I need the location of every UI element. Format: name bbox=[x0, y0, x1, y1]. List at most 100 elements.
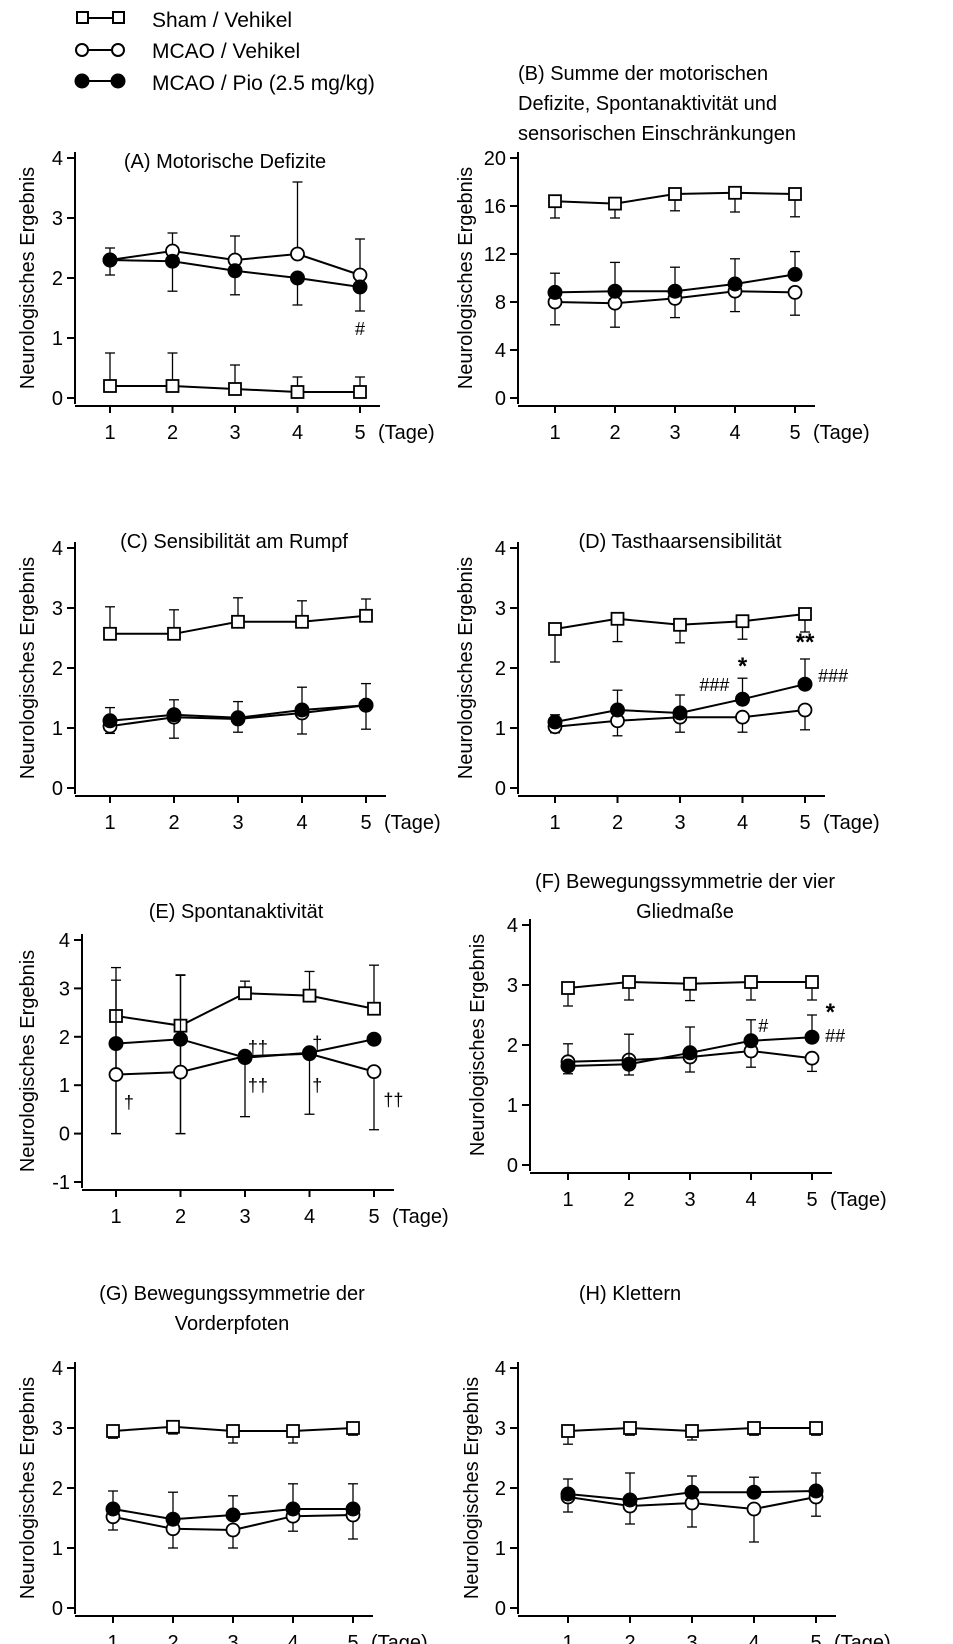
data-point bbox=[226, 1424, 240, 1438]
panel-title: (D) Tasthaarsensibilität bbox=[578, 531, 781, 553]
circle-open-icon bbox=[111, 43, 125, 57]
x-tick-label: 3 bbox=[239, 1206, 250, 1228]
y-tick-label: 12 bbox=[484, 244, 506, 266]
panel-title: (E) Spontanaktivität bbox=[149, 901, 324, 923]
data-point bbox=[286, 1424, 300, 1438]
data-point bbox=[746, 1501, 762, 1517]
data-point bbox=[728, 185, 742, 200]
square-open-icon bbox=[76, 11, 89, 24]
significance-label: ## bbox=[825, 1026, 845, 1046]
data-point bbox=[561, 1424, 575, 1438]
x-tick-label: 3 bbox=[227, 1632, 238, 1644]
data-point bbox=[345, 1501, 361, 1517]
y-axis-label: Neurologisches Ergebnis bbox=[17, 167, 39, 389]
data-point bbox=[622, 1492, 638, 1508]
y-tick-label: 1 bbox=[495, 1538, 506, 1560]
significance-label: † bbox=[312, 1075, 322, 1095]
significance-label: † bbox=[124, 1092, 134, 1112]
data-point bbox=[608, 196, 622, 211]
y-tick-label: 4 bbox=[495, 1358, 506, 1380]
legend-label: Sham / Vehikel bbox=[152, 9, 292, 32]
data-point bbox=[735, 691, 750, 707]
x-tick-label: 5 bbox=[360, 812, 371, 834]
circle-open-icon bbox=[75, 43, 89, 57]
x-axis-label: (Tage) bbox=[384, 812, 441, 834]
y-tick-label: 0 bbox=[59, 1124, 70, 1146]
data-point bbox=[358, 697, 374, 713]
series-square-open bbox=[548, 185, 802, 219]
x-tick-label: 2 bbox=[175, 1206, 186, 1228]
series-circle-filled bbox=[547, 658, 813, 730]
x-tick-label: 2 bbox=[168, 812, 179, 834]
data-point bbox=[106, 1424, 120, 1438]
data-point bbox=[103, 626, 117, 641]
data-point bbox=[105, 1501, 121, 1517]
y-tick-label: 2 bbox=[507, 1035, 518, 1057]
data-point bbox=[166, 1419, 180, 1434]
y-tick-label: 1 bbox=[59, 1075, 70, 1097]
series-circle-filled bbox=[102, 252, 368, 312]
y-axis-label: Neurologisches Ergebnis bbox=[467, 934, 489, 1156]
data-point bbox=[165, 379, 180, 393]
y-tick-label: 3 bbox=[52, 208, 63, 230]
significance-label: †† bbox=[248, 1075, 268, 1095]
data-point bbox=[290, 385, 305, 399]
y-tick-label: 3 bbox=[495, 1418, 506, 1440]
x-tick-label: 4 bbox=[287, 1632, 298, 1644]
panel-title: (H) Klettern bbox=[579, 1283, 681, 1305]
x-tick-label: 3 bbox=[674, 812, 685, 834]
panel-title: (F) Bewegungssymmetrie der vier bbox=[535, 871, 835, 893]
data-point bbox=[622, 975, 636, 989]
panel-title: (G) Bewegungssymmetrie der bbox=[99, 1283, 365, 1305]
significance-label: ### bbox=[818, 666, 848, 686]
data-point bbox=[165, 253, 180, 269]
y-tick-label: 20 bbox=[484, 148, 506, 170]
data-point bbox=[231, 614, 245, 629]
data-point bbox=[610, 611, 625, 626]
panel-b: (B) Summe der motorischen Defizite, Spont… bbox=[455, 63, 870, 444]
data-point bbox=[735, 709, 750, 725]
x-axis-label: (Tage) bbox=[813, 422, 870, 444]
significance-label: ** bbox=[796, 629, 815, 656]
data-point bbox=[561, 981, 575, 995]
data-point bbox=[359, 608, 373, 623]
data-point bbox=[102, 713, 118, 729]
panel-g: (G) Bewegungssymmetrie der Vorderpfoten 0 1… bbox=[17, 1283, 428, 1644]
significance-label: †† bbox=[248, 1038, 268, 1058]
data-point bbox=[225, 1507, 241, 1523]
data-point bbox=[787, 266, 803, 282]
data-point bbox=[798, 607, 812, 621]
y-tick-label: 2 bbox=[52, 1478, 63, 1500]
data-point bbox=[623, 1421, 637, 1435]
y-tick-label: 4 bbox=[52, 148, 63, 170]
x-tick-label: 5 bbox=[810, 1632, 821, 1644]
y-tick-label: 2 bbox=[52, 658, 63, 680]
y-tick-label: 4 bbox=[495, 538, 506, 560]
y-tick-label: 8 bbox=[495, 292, 506, 314]
y-axis-label: Neurologisches Ergebnis bbox=[461, 1377, 483, 1599]
x-tick-label: 5 bbox=[368, 1206, 379, 1228]
y-tick-label: 0 bbox=[495, 1598, 506, 1620]
data-point bbox=[683, 976, 697, 991]
data-point bbox=[746, 1484, 762, 1500]
circle-filled-icon bbox=[74, 73, 90, 89]
series-circle-filled bbox=[102, 682, 374, 729]
legend-item-mcao-pio: MCAO / Pio (2.5 mg/kg) bbox=[74, 72, 375, 95]
data-point bbox=[743, 1033, 759, 1049]
data-point bbox=[366, 1064, 382, 1080]
data-point bbox=[167, 626, 181, 641]
data-point bbox=[237, 1050, 253, 1066]
data-point bbox=[295, 614, 309, 629]
data-point bbox=[672, 705, 688, 721]
y-tick-label: 2 bbox=[52, 268, 63, 290]
data-point bbox=[610, 702, 625, 718]
x-tick-label: 2 bbox=[623, 1189, 634, 1211]
x-tick-label: 1 bbox=[110, 1206, 121, 1228]
data-point bbox=[166, 707, 182, 723]
legend-item-mcao-vehikel: MCAO / Vehikel bbox=[75, 40, 300, 63]
y-tick-label: 1 bbox=[507, 1095, 518, 1117]
y-tick-label: 3 bbox=[52, 598, 63, 620]
y-tick-label: 2 bbox=[59, 1027, 70, 1049]
y-tick-label: -1 bbox=[52, 1172, 70, 1194]
